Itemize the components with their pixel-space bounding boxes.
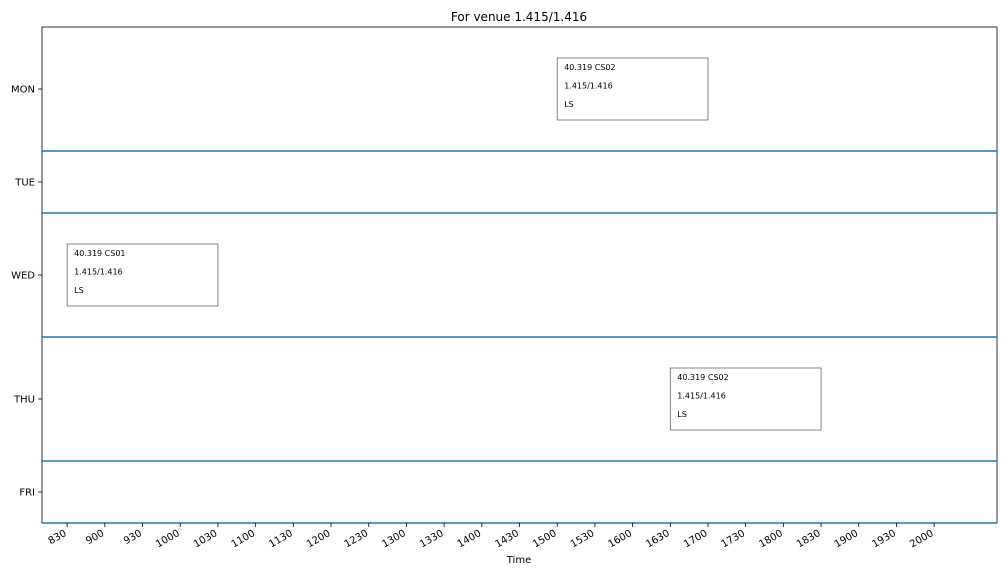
x-tick-label: 1800 (757, 528, 785, 550)
x-tick-label: 1600 (607, 528, 635, 550)
event-box[interactable] (66, 243, 219, 307)
x-tick-label: 1030 (192, 528, 220, 550)
x-tick-label: 1400 (456, 528, 484, 550)
x-tick-label: 1700 (682, 528, 710, 550)
y-tick-label-mon: MON (11, 85, 35, 96)
x-tick-label: 830 (47, 528, 69, 547)
x-tick-label: 1130 (267, 528, 295, 550)
x-tick-label: 1500 (531, 528, 559, 550)
x-tick-label: 1230 (343, 528, 371, 550)
x-tick-label: 1330 (418, 528, 446, 550)
event-label: LS (677, 410, 687, 419)
x-axis-label: Time (506, 555, 531, 566)
event-label: 1.415/1.416 (677, 392, 726, 401)
x-tick-label: 1730 (720, 528, 748, 550)
event-label: 40.319 CS02 (677, 373, 728, 382)
event-label: 40.319 CS02 (564, 63, 615, 72)
x-tick-label: 1000 (154, 528, 182, 550)
event-label: 40.319 CS01 (74, 249, 125, 258)
x-tick-label: 1530 (569, 528, 597, 550)
event-box[interactable] (669, 367, 822, 431)
x-tick-label: 1900 (833, 528, 861, 550)
x-tick-label: 900 (84, 528, 106, 547)
y-tick-label-wed: WED (11, 271, 35, 282)
y-tick-label-thu: THU (13, 395, 35, 406)
plot-area: MON TUE WED THU FRI 830 900 930 1000 1030 1100 1130… (11, 26, 998, 550)
chart-title: For venue 1.415/1.416 (451, 10, 587, 24)
event-label: 1.415/1.416 (564, 82, 613, 91)
event-label: 1.415/1.416 (74, 268, 123, 277)
x-tick-label: 1300 (380, 528, 408, 550)
x-tick-label: 930 (122, 528, 144, 547)
x-tick-label: 1930 (870, 528, 898, 550)
x-tick-label: 1200 (305, 528, 333, 550)
event-label: LS (74, 286, 84, 295)
x-tick-label: 1430 (493, 528, 521, 550)
x-tick-label: 1100 (230, 528, 258, 550)
x-tick-label: 2000 (908, 528, 936, 550)
x-tick-label: 1630 (644, 528, 672, 550)
event-box[interactable] (556, 57, 709, 121)
event-label: LS (564, 100, 574, 109)
y-tick-label-tue: TUE (14, 178, 35, 189)
y-tick-label-fri: FRI (19, 488, 35, 499)
x-tick-label: 1830 (795, 528, 823, 550)
